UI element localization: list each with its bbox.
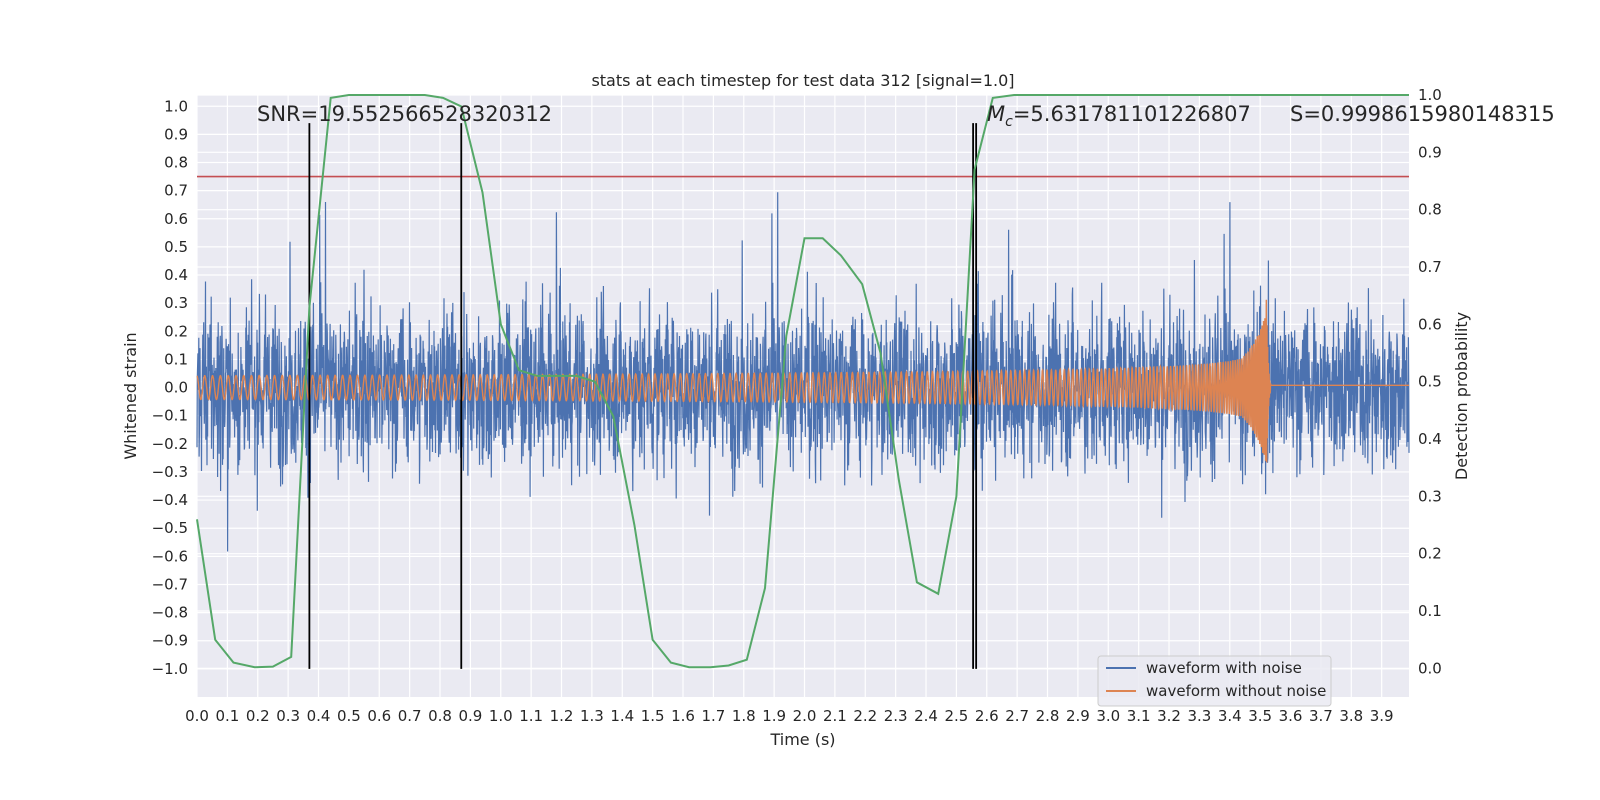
x-tick-label: 2.7 xyxy=(1005,707,1029,725)
y-tick-label: 0.6 xyxy=(164,210,188,228)
x-tick-label: 0.2 xyxy=(246,707,270,725)
series-detection-probability xyxy=(196,94,1409,669)
x-tick-label: 1.1 xyxy=(519,707,543,725)
x-tick-label: 2.9 xyxy=(1066,707,1090,725)
x-tick-label: 2.5 xyxy=(944,707,968,725)
legend-box xyxy=(1097,655,1332,707)
x-tick-label: 3.7 xyxy=(1309,707,1333,725)
y-tick-label: −0.7 xyxy=(152,575,188,593)
series-waveform-without-noise xyxy=(196,299,1409,463)
y-tick-label: −0.4 xyxy=(152,491,188,509)
x-tick-label: 2.0 xyxy=(793,707,817,725)
y-right-tick-label: 0.8 xyxy=(1418,201,1442,219)
y-tick-label: −0.2 xyxy=(152,435,188,453)
x-tick-label: 2.8 xyxy=(1036,707,1060,725)
y-tick-label: −0.6 xyxy=(152,547,188,565)
x-tick-label: 1.7 xyxy=(701,707,725,725)
x-tick-label: 2.1 xyxy=(823,707,847,725)
x-tick-label: 2.3 xyxy=(884,707,908,725)
y-tick-label: −0.8 xyxy=(152,604,188,622)
y-right-tick-label: 0.4 xyxy=(1418,430,1442,448)
x-tick-label: 0.1 xyxy=(215,707,239,725)
x-tick-label: 0.9 xyxy=(458,707,482,725)
x-tick-label: 0.3 xyxy=(276,707,300,725)
y-tick-label: 0.2 xyxy=(164,322,188,340)
x-tick-label: 3.5 xyxy=(1248,707,1272,725)
x-tick-label: 3.6 xyxy=(1279,707,1303,725)
y-tick-label: 0.4 xyxy=(164,266,188,284)
x-tick-label: 3.0 xyxy=(1096,707,1120,725)
y-tick-label: −0.3 xyxy=(152,463,188,481)
y-tick-label: 0.0 xyxy=(164,379,188,397)
x-tick-label: 2.6 xyxy=(975,707,999,725)
y-tick-label: −0.9 xyxy=(152,632,188,650)
x-tick-label: 0.5 xyxy=(337,707,361,725)
chart-title: stats at each timestep for test data 312… xyxy=(591,71,1014,90)
x-tick-label: 0.8 xyxy=(428,707,452,725)
y-tick-label: 0.5 xyxy=(164,238,188,256)
x-tick-label: 0.0 xyxy=(185,707,209,725)
y-right-tick-label: 0.2 xyxy=(1418,545,1442,563)
y-axis-label: Whitened strain xyxy=(121,332,140,459)
x-tick-label: 3.4 xyxy=(1218,707,1242,725)
legend: waveform with noise waveform without noi… xyxy=(1097,655,1332,707)
legend-label-noise: waveform with noise xyxy=(1146,659,1302,677)
y-tick-label: 0.9 xyxy=(164,125,188,143)
y-tick-label: −0.5 xyxy=(152,519,188,537)
x-tick-label: 0.6 xyxy=(367,707,391,725)
y-tick-label: 0.7 xyxy=(164,182,188,200)
x-tick-label: 1.2 xyxy=(550,707,574,725)
mc-annotation: Mc=5.631781101226807 xyxy=(987,102,1251,130)
x-tick-label: 2.2 xyxy=(853,707,877,725)
x-tick-label: 1.3 xyxy=(580,707,604,725)
x-tick-label: 3.8 xyxy=(1339,707,1363,725)
x-tick-label: 0.4 xyxy=(307,707,331,725)
mc-value: =5.631781101226807 xyxy=(1013,102,1251,126)
y-tick-label: 0.8 xyxy=(164,154,188,172)
x-tick-label: 1.4 xyxy=(610,707,634,725)
y-right-tick-label: 0.6 xyxy=(1418,315,1442,333)
y-axis-right-label: Detection probability xyxy=(1452,312,1471,480)
x-tick-label: 1.0 xyxy=(489,707,513,725)
snr-annotation: SNR=19.552566528320312 xyxy=(257,102,552,126)
axes-text: 0.0 0.1 0.2 0.3 0.4 0.5 0.6 0.7 0.8 0.9 1.0 1.1 1.2 1… xyxy=(152,86,1442,725)
y-right-tick-label: 0.9 xyxy=(1418,143,1442,161)
y-right-tick-label: 0.1 xyxy=(1418,602,1442,620)
mc-subscript: c xyxy=(1005,114,1013,130)
x-tick-label: 3.2 xyxy=(1157,707,1181,725)
x-tick-label: 3.9 xyxy=(1370,707,1394,725)
x-tick-label: 3.3 xyxy=(1187,707,1211,725)
s-annotation: S=0.9998615980148315 xyxy=(1290,102,1555,126)
y-right-tick-label: 0.0 xyxy=(1418,659,1442,677)
y-right-tick-label: 1.0 xyxy=(1418,86,1442,104)
x-tick-label: 2.4 xyxy=(914,707,938,725)
x-axis-label: Time (s) xyxy=(769,730,835,749)
y-tick-label: 1.0 xyxy=(164,97,188,115)
y-tick-label: −1.0 xyxy=(152,660,188,678)
overlay xyxy=(196,94,1409,669)
y-tick-label: −0.1 xyxy=(152,407,188,425)
mc-symbol: M xyxy=(987,102,1005,126)
x-tick-label: 0.7 xyxy=(398,707,422,725)
y-tick-label: 0.1 xyxy=(164,350,188,368)
y-right-tick-label: 0.5 xyxy=(1418,373,1442,391)
x-tick-label: 1.5 xyxy=(641,707,665,725)
y-right-tick-label: 0.7 xyxy=(1418,258,1442,276)
x-tick-label: 1.9 xyxy=(762,707,786,725)
legend-label-clean: waveform without noise xyxy=(1146,682,1326,700)
y-right-tick-label: 0.3 xyxy=(1418,487,1442,505)
y-tick-label: 0.3 xyxy=(164,294,188,312)
series-layer xyxy=(196,192,1410,552)
x-tick-label: 1.8 xyxy=(732,707,756,725)
x-tick-label: 3.1 xyxy=(1127,707,1151,725)
x-tick-label: 1.6 xyxy=(671,707,695,725)
